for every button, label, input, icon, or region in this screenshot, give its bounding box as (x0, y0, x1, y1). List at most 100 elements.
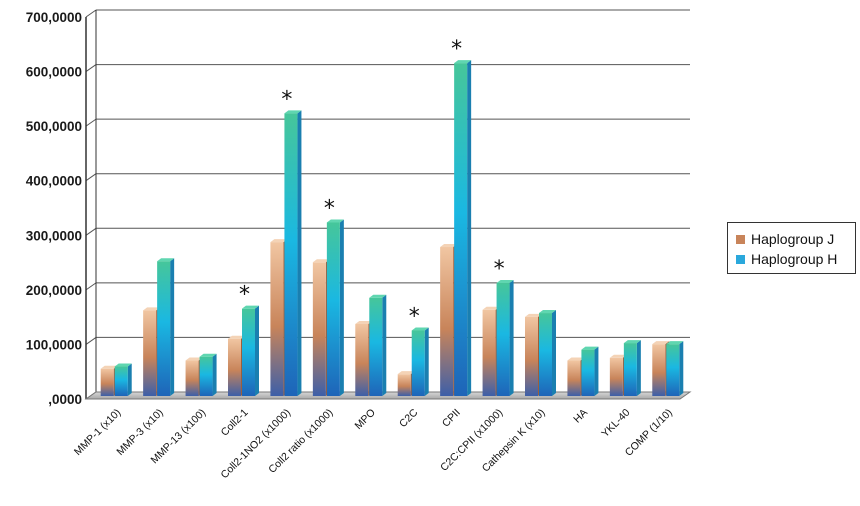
bar-haplogroup-j (525, 316, 538, 396)
bar-haplogroup-j (440, 247, 454, 396)
bar-haplogroup-h-side (170, 258, 175, 396)
bar-haplogroup-j-top (397, 371, 415, 375)
bar-haplogroup-j (100, 368, 114, 396)
legend-label-haplogroup-h: Haplogroup H (751, 251, 838, 267)
significance-marker: * (451, 37, 462, 62)
y-tick-label: 700,0000 (26, 10, 82, 25)
bar-haplogroup-j-top (143, 307, 161, 311)
bar-haplogroup-h-top (496, 280, 514, 284)
gridline-depth (85, 118, 97, 127)
y-tick-label: 100,0000 (26, 337, 82, 352)
bar-haplogroup-h-top (157, 258, 175, 262)
gridline-depth (85, 173, 97, 182)
bar-haplogroup-h-side (424, 327, 429, 396)
bar-haplogroup-h-top (666, 341, 684, 345)
legend-swatch-haplogroup-j (736, 234, 745, 244)
gridline-depth (85, 227, 97, 236)
significance-marker: * (281, 87, 292, 112)
bar-haplogroup-h-top (242, 305, 259, 309)
bar-haplogroup-j (143, 310, 157, 396)
y-tick-label: 300,0000 (26, 228, 82, 243)
gridlines (85, 9, 690, 400)
bar-haplogroup-j-top (609, 354, 627, 358)
bar-haplogroup-j-top (185, 357, 203, 361)
bar-haplogroup-h (157, 261, 171, 396)
bar-haplogroup-j (270, 242, 284, 396)
bar-haplogroup-h-side (552, 310, 556, 396)
bar-haplogroup-h (581, 349, 595, 396)
gridline-depth (85, 337, 97, 345)
bar-haplogroup-h-side (679, 341, 684, 396)
bar-haplogroup-j-top (440, 244, 458, 248)
bar-haplogroup-j-top (355, 320, 373, 324)
bar-haplogroup-j-top (652, 341, 670, 345)
bar-haplogroup-h-side (255, 305, 259, 396)
bar-haplogroup-j-top (100, 365, 118, 369)
x-tick-label: MPO (353, 407, 378, 432)
y-tick-labels: ,0000 100,0000 200,0000 300,0000 400,0000 500… (26, 10, 82, 407)
x-tick-label: Coll2-1 (219, 407, 251, 439)
floor (84, 391, 692, 400)
y-tick-label: 400,0000 (26, 174, 82, 189)
bar-haplogroup-j (228, 338, 241, 396)
bar-haplogroup-j-top (482, 306, 500, 310)
bar-haplogroup-j-top (525, 313, 542, 317)
bar-haplogroup-j (482, 309, 496, 396)
y-tick-label: ,0000 (48, 392, 82, 407)
bar-haplogroup-j-top (312, 259, 330, 263)
bar-haplogroup-h-side (127, 363, 132, 396)
bar-haplogroup-h-top (411, 327, 429, 331)
bar-haplogroup-h-top (454, 60, 472, 64)
significance-markers: * * * * * * (239, 37, 505, 329)
bar-haplogroup-h (284, 113, 298, 396)
legend-label-haplogroup-j: Haplogroup J (751, 231, 835, 247)
bar-haplogroup-h-side (339, 219, 344, 396)
bar-haplogroup-j-top (567, 357, 585, 361)
legend-item-haplogroup-h: Haplogroup H (736, 251, 837, 267)
bar-haplogroup-j (185, 360, 199, 396)
x-tick-label: C2C (397, 406, 421, 430)
gridline-depth (85, 9, 97, 18)
bar-haplogroup-h-side (382, 294, 387, 396)
bar-haplogroup-j-top (228, 335, 245, 339)
x-tick-label: CPII (440, 407, 463, 430)
bar-haplogroup-j (609, 357, 623, 396)
bar-haplogroup-h (411, 330, 425, 396)
bar-haplogroup-j (652, 344, 666, 396)
bar-haplogroup-j (567, 360, 581, 396)
x-tick-label: YKL-40 (599, 407, 632, 440)
bar-haplogroup-h (454, 63, 468, 396)
bar-haplogroup-h-top (326, 219, 344, 223)
bar-haplogroup-h (242, 308, 255, 396)
x-tick-label: HA (571, 407, 590, 426)
bar-haplogroup-j (397, 374, 411, 396)
bar-haplogroup-h-top (199, 353, 217, 357)
bar-haplogroup-h (369, 297, 383, 396)
significance-marker: * (409, 305, 420, 330)
bar-haplogroup-j (312, 262, 326, 396)
bar-haplogroup-h (666, 344, 680, 396)
bars (100, 60, 684, 396)
bar-haplogroup-h-top (539, 310, 556, 314)
bar-haplogroup-j-top (270, 239, 288, 243)
legend: Haplogroup J Haplogroup H (727, 222, 856, 274)
x-tick-labels: MMP-1 (x10)MMP-3 (x10)MMP-13 (x100) Coll2… (72, 406, 675, 481)
legend-item-haplogroup-j: Haplogroup J (736, 231, 834, 247)
bar-haplogroup-h-side (212, 353, 217, 396)
bar-haplogroup-h (199, 356, 213, 396)
gridline-depth (85, 282, 97, 291)
bar-haplogroup-h-top (284, 110, 302, 114)
bar-haplogroup-h (114, 366, 128, 396)
bar-haplogroup-h (496, 283, 510, 396)
bar-haplogroup-h (539, 313, 552, 396)
bar-haplogroup-h-side (467, 60, 472, 396)
bar-haplogroup-h-top (581, 346, 599, 350)
y-tick-label: 200,0000 (26, 283, 82, 298)
bar-haplogroup-h-top (623, 340, 641, 344)
significance-marker: * (324, 196, 335, 221)
significance-marker: * (239, 283, 250, 308)
y-tick-label: 600,0000 (26, 65, 82, 80)
bar-haplogroup-h-side (594, 346, 599, 396)
y-tick-label: 500,0000 (26, 119, 82, 134)
